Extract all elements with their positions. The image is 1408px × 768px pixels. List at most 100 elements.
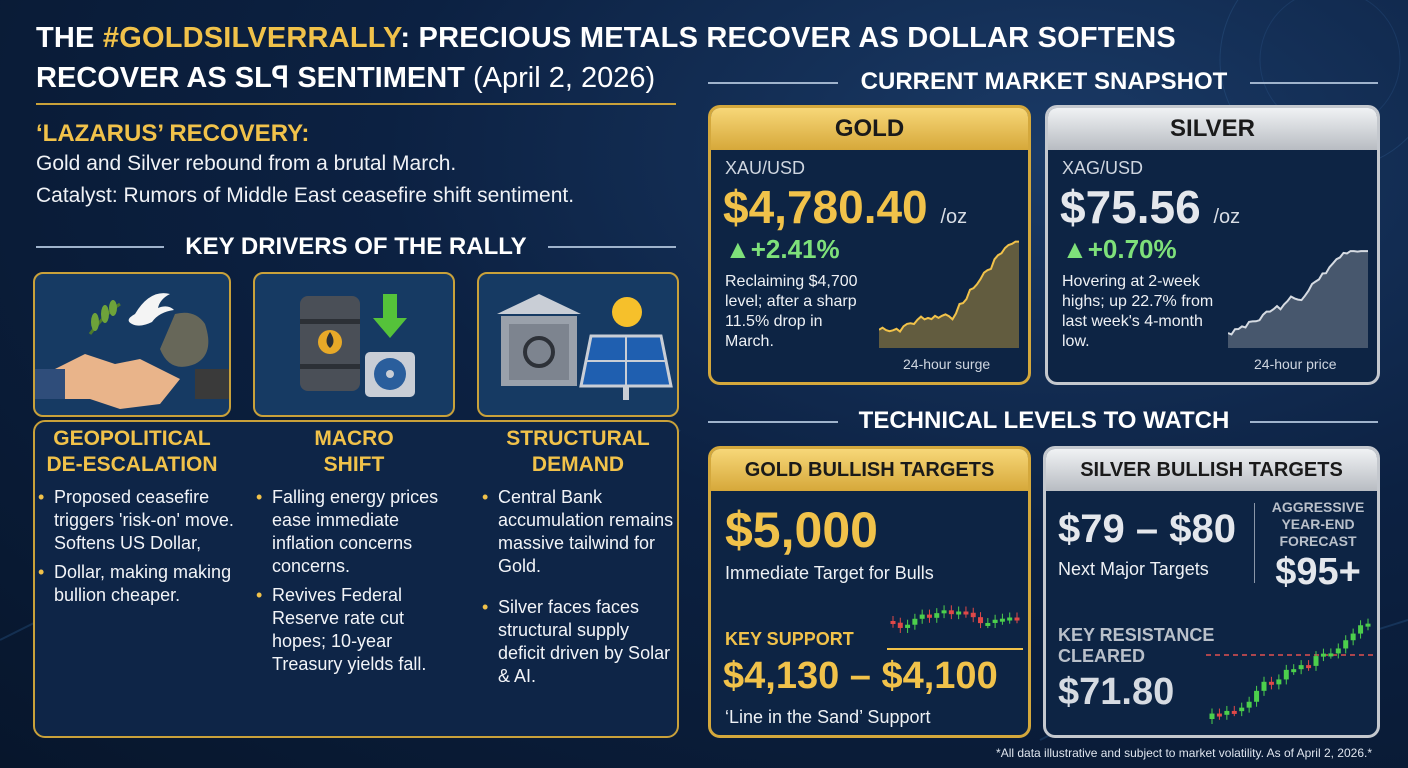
candle xyxy=(970,612,976,618)
candle xyxy=(1014,617,1020,621)
candle xyxy=(1246,701,1252,708)
drivers-heading: KEY DRIVERS OF THE RALLY xyxy=(185,233,527,260)
gold-note: Reclaiming $4,700 level; after a sharp 1… xyxy=(725,273,858,350)
section-line xyxy=(548,246,676,248)
candle xyxy=(926,614,932,618)
silver-note: Hovering at 2-week highs; up 22.7% from … xyxy=(1062,273,1214,350)
gold-candlestick-chart xyxy=(887,605,1023,650)
solar-panel-icon xyxy=(579,334,673,400)
candle xyxy=(1313,656,1319,666)
geopolitical-icon xyxy=(33,272,231,417)
list-item: Dollar, making making bullion cheaper. xyxy=(38,561,234,607)
section-line xyxy=(1250,421,1378,423)
intro-heading: ‘LAZARUS’ RECOVERY: xyxy=(36,120,310,147)
silver-price-chart xyxy=(1228,250,1368,348)
driver-1-bullets: Proposed ceasefire triggers 'risk-on' mo… xyxy=(38,486,234,613)
candle xyxy=(992,619,998,623)
gold-pair: XAU/USD xyxy=(725,158,806,178)
candle xyxy=(948,610,954,615)
silver-forecast-label: AGGRESSIVE YEAR-END FORECAST xyxy=(1271,499,1365,549)
gold-snapshot-card: GOLD XAU/USD $4,780.40 /oz ▲+2.41% Recla… xyxy=(708,105,1031,385)
technical-heading: TECHNICAL LEVELS TO WATCH xyxy=(858,407,1230,434)
candle xyxy=(1335,648,1341,654)
silver-forecast-value: $95+ xyxy=(1275,551,1361,593)
section-line xyxy=(708,421,838,423)
olive-branch-icon xyxy=(88,300,121,335)
candle xyxy=(1268,681,1274,685)
silver-pair: XAG/USD xyxy=(1062,158,1144,178)
silver-targets-card: SILVER BULLISH TARGETS $79 – $80 Next Ma… xyxy=(1043,446,1380,738)
candle xyxy=(963,611,969,615)
silver-snapshot-card: SILVER XAG/USD $75.56 /oz ▲+0.70% Hoveri… xyxy=(1045,105,1380,385)
candle xyxy=(956,611,962,615)
candle xyxy=(1306,665,1312,669)
gold-price-chart xyxy=(879,240,1019,348)
footnote: *All data illustrative and subject to ma… xyxy=(996,746,1372,760)
snapshot-heading: CURRENT MARKET SNAPSHOT xyxy=(860,68,1228,95)
candle xyxy=(941,610,947,614)
candle xyxy=(1291,669,1297,673)
divider xyxy=(1254,503,1255,583)
handshake-icon xyxy=(35,354,229,409)
silver-candlestick-chart xyxy=(1206,618,1374,724)
page-title-line2: RECOVER AS SLꟼ SENTIMENT (April 2, 2026) xyxy=(36,62,656,94)
list-item: Revives Federal Reserve rate cut hopes; … xyxy=(256,584,462,676)
gold-price: $4,780.40 /oz xyxy=(723,181,968,233)
candle xyxy=(985,622,991,626)
candle xyxy=(1328,653,1334,657)
gold-support-label: KEY SUPPORT xyxy=(725,629,854,649)
candle xyxy=(1239,707,1245,712)
silver-card-title: SILVER xyxy=(1048,108,1377,150)
sun-icon xyxy=(612,297,642,327)
candle xyxy=(1343,640,1349,649)
candle xyxy=(978,617,984,624)
silver-target-label: Next Major Targets xyxy=(1058,559,1209,579)
driver-2-bullets: Falling energy prices ease immediate inf… xyxy=(256,486,462,682)
gold-chart-caption: 24-hour surge xyxy=(903,356,991,372)
gold-support-note: ‘Line in the Sand’ Support xyxy=(725,707,931,727)
list-item: Central Bank accumulation remains massiv… xyxy=(482,486,678,578)
candle xyxy=(1224,710,1230,715)
silver-resistance-value: $71.80 xyxy=(1058,671,1175,713)
driver-1-title: GEOPOLITICAL DE-ESCALATION xyxy=(46,427,218,476)
gold-card-title: GOLD xyxy=(711,108,1028,150)
arrow-down-icon xyxy=(373,294,407,338)
silver-targets-title: SILVER BULLISH TARGETS xyxy=(1046,449,1377,491)
triangle-up-icon: ▲ xyxy=(1062,234,1088,264)
dove-icon xyxy=(128,293,174,326)
gold-target-label: Immediate Target for Bulls xyxy=(725,563,934,583)
gold-support-value: $4,130 – $4,100 xyxy=(723,655,998,697)
candle xyxy=(890,621,896,624)
gold-targets-title: GOLD BULLISH TARGETS xyxy=(711,449,1028,491)
candle xyxy=(1365,623,1371,627)
oil-barrel-icon xyxy=(300,296,360,391)
fan-icon xyxy=(365,352,415,397)
candle xyxy=(1358,625,1364,634)
list-item: Silver faces faces structural supply def… xyxy=(482,596,678,688)
page-title: THE #GOLDSILVERRALLY: PRECIOUS METALS RE… xyxy=(36,22,1176,54)
candle xyxy=(1254,690,1260,702)
silver-target-value: $79 – $80 xyxy=(1058,507,1236,551)
silver-chart-caption: 24-hour price xyxy=(1254,356,1337,372)
silver-resistance-label: KEY RESISTANCE CLEARED xyxy=(1058,625,1215,666)
section-line xyxy=(1250,82,1378,84)
list-item: Falling energy prices ease immediate inf… xyxy=(256,486,462,578)
candle xyxy=(1320,653,1326,657)
list-item: Proposed ceasefire triggers 'risk-on' mo… xyxy=(38,486,234,555)
candle xyxy=(919,614,925,619)
candle xyxy=(1283,669,1289,680)
gold-target-value: $5,000 xyxy=(725,502,878,558)
candle xyxy=(1216,713,1222,717)
triangle-up-icon: ▲ xyxy=(725,234,751,264)
candle xyxy=(905,624,911,628)
section-line xyxy=(708,82,838,84)
gold-change: ▲+2.41% xyxy=(725,234,840,264)
candle xyxy=(1231,710,1237,714)
candle xyxy=(897,622,903,628)
driver-2-title: MACRO SHIFT xyxy=(314,427,394,476)
structural-icon xyxy=(477,272,679,417)
candle xyxy=(1209,713,1215,719)
intro-line-2: Catalyst: Rumors of Middle East ceasefir… xyxy=(36,184,575,207)
macro-icon xyxy=(253,272,455,417)
candle xyxy=(1261,681,1267,691)
